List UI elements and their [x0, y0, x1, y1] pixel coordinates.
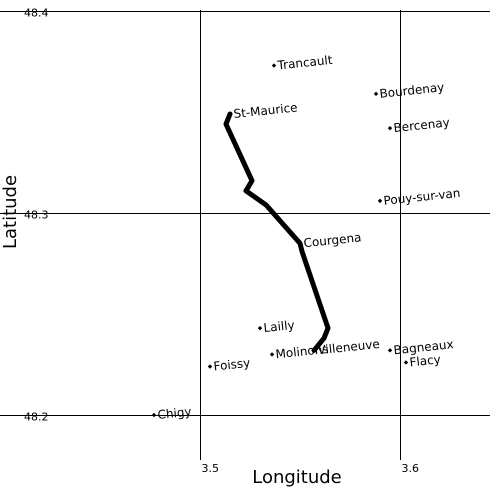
town-label: Bagneaux [393, 337, 454, 357]
town-st-maurice: St-Maurice [227, 100, 298, 121]
town-label: Foissy [213, 356, 251, 374]
y-tick-label: 48.3 [24, 209, 49, 222]
town-foissy: Foissy [207, 356, 251, 374]
x-tick-label: 3.6 [402, 462, 420, 475]
town-label: Flacy [409, 352, 442, 369]
town-villeneuve: Villeneuve [311, 337, 381, 357]
tick-labels: 48.4 48.3 48.2 3.5 3.6 [24, 7, 419, 476]
town-bercenay: Bercenay [387, 115, 450, 135]
town-marker [297, 241, 303, 246]
town-marker [227, 111, 233, 117]
town-bagneaux: Bagneaux [387, 337, 454, 357]
town-courgena: Courgena [297, 230, 362, 250]
grid-lines [0, 10, 490, 460]
town-marker [257, 325, 263, 331]
town-label: Bourdenay [379, 80, 445, 101]
x-tick-label: 3.5 [202, 462, 220, 475]
route-line [223, 111, 331, 353]
y-tick-label: 48.4 [24, 7, 49, 20]
town-bourdenay: Bourdenay [373, 80, 445, 101]
town-marker [373, 91, 379, 97]
town-marker [207, 364, 213, 369]
town-label: Chigy [157, 405, 192, 422]
town-label: Molinons [275, 342, 329, 361]
town-label: Pouy-sur-van [383, 186, 461, 208]
x-axis-title: Longitude [252, 467, 342, 488]
town-label: Trancault [276, 53, 334, 73]
town-lailly: Lailly [257, 318, 295, 335]
town-molinons: Molinons [269, 342, 329, 361]
town-marker [151, 412, 157, 418]
town-chigy: Chigy [151, 405, 192, 422]
town-marker [269, 352, 275, 357]
town-trancault: Trancault [271, 53, 334, 73]
town-label: Bercenay [393, 115, 450, 135]
town-label: Lailly [263, 318, 295, 335]
y-tick-label: 48.2 [24, 411, 49, 424]
town-marker [311, 348, 317, 353]
town-label: Courgena [303, 230, 362, 250]
town-label: St-Maurice [233, 100, 298, 121]
town-marker [387, 125, 393, 131]
town-marker [387, 348, 393, 353]
route-layer [223, 111, 331, 353]
y-axis-title: Latitude [0, 175, 21, 249]
town-marker [377, 198, 383, 204]
town-marker [403, 360, 409, 365]
town-pouy-sur-van: Pouy-sur-van [377, 186, 461, 208]
town-label: Villeneuve [317, 337, 381, 357]
town-marker [271, 63, 277, 68]
town-markers: Trancault Bourdenay St-Maurice Bercenay Pouy… [151, 53, 461, 422]
town-flacy: Flacy [403, 352, 442, 369]
